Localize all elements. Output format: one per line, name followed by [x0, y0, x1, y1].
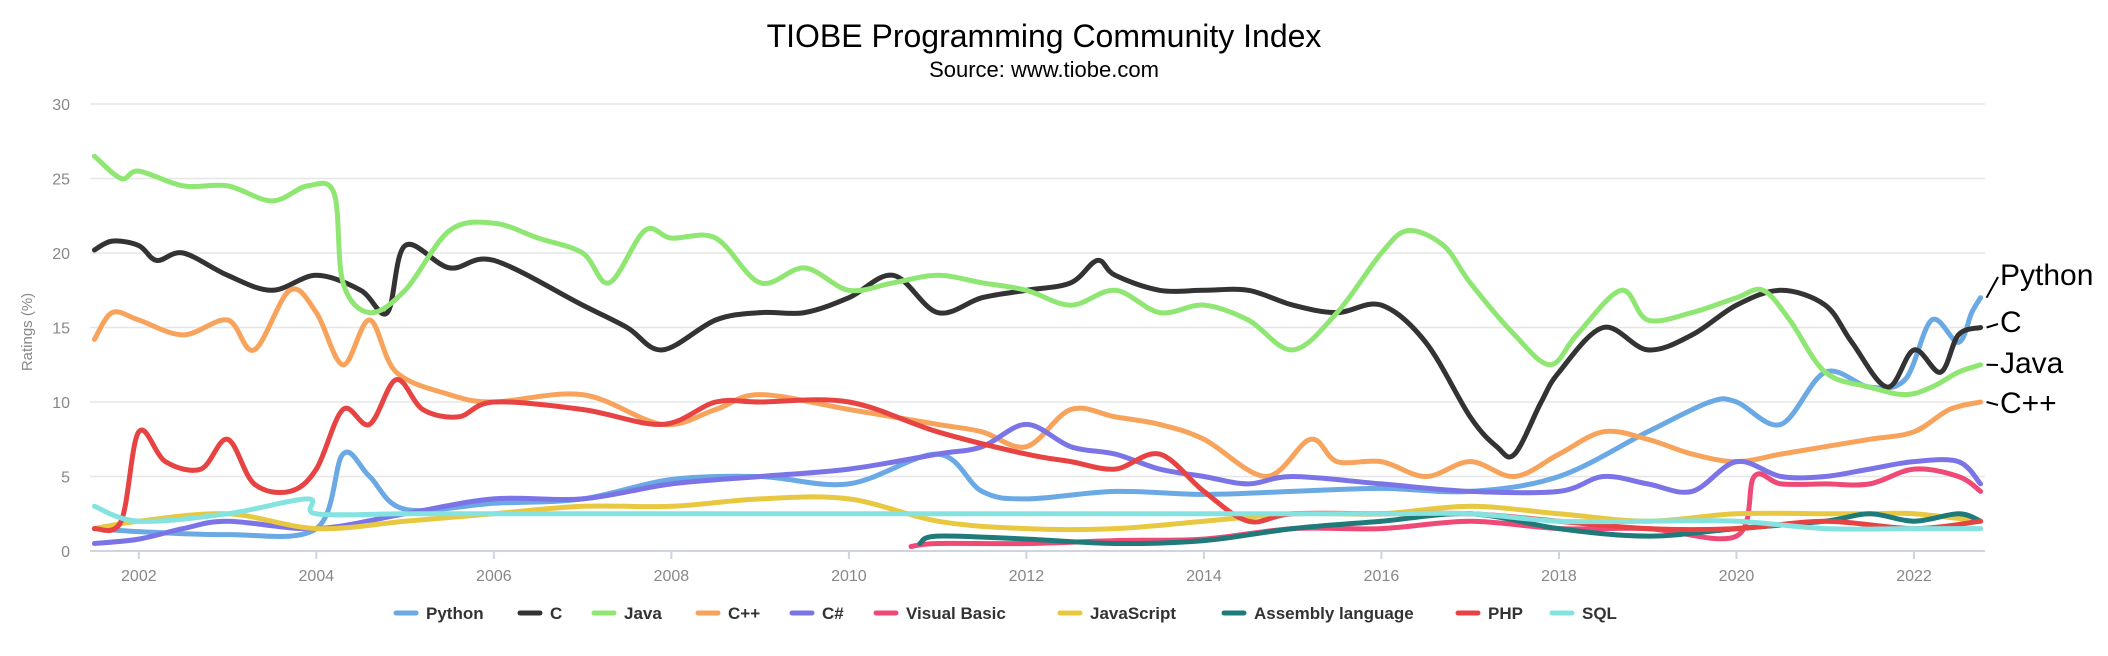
legend-label: C++ — [728, 604, 760, 623]
x-tick-label: 2002 — [121, 568, 157, 585]
legend-label: JavaScript — [1090, 604, 1176, 623]
series-line-python — [91, 295, 1984, 539]
label-leader-line — [1986, 323, 1999, 329]
x-tick-label: 2006 — [476, 568, 512, 585]
legend-item[interactable]: Assembly language — [1221, 604, 1414, 623]
x-tick-label: 2004 — [299, 568, 335, 585]
label-leader-line — [1986, 401, 1999, 406]
y-axis-ticks: 0 5 10 15 20 25 30 — [52, 97, 70, 561]
series-line-c — [91, 238, 1984, 460]
y-tick-label: 15 — [52, 321, 70, 338]
y-tick-label: 25 — [52, 172, 70, 189]
legend-item[interactable]: C++ — [695, 604, 760, 623]
series-lines — [91, 153, 1984, 549]
x-tick-label: 2018 — [1541, 568, 1577, 585]
series-line-c- — [91, 286, 1984, 479]
legend-label: Assembly language — [1254, 604, 1414, 623]
end-label-c: C — [2000, 306, 2022, 339]
end-labels: Python C Java C++ — [1985, 259, 2093, 420]
legend-item[interactable]: C — [517, 604, 562, 623]
legend-item[interactable]: JavaScript — [1057, 604, 1176, 623]
y-tick-label: 30 — [52, 97, 70, 114]
end-label-python: Python — [2000, 259, 2093, 292]
x-tick-label: 2016 — [1364, 568, 1400, 585]
x-tick-label: 2020 — [1719, 568, 1755, 585]
end-label-java: Java — [2000, 347, 2064, 380]
legend-item[interactable]: Python — [393, 604, 484, 623]
legend-item[interactable]: C# — [789, 604, 844, 623]
series-line-javascript — [91, 494, 1984, 533]
x-tick-label: 2010 — [831, 568, 867, 585]
legend-item[interactable]: PHP — [1455, 604, 1523, 623]
end-label-c-: C++ — [2000, 387, 2057, 420]
series-line-java — [91, 153, 1984, 398]
y-tick-label: 20 — [52, 246, 70, 263]
x-axis-ticks: 2002 2004 2006 2008 2010 2012 2014 2016 2018 2020… — [121, 551, 1932, 585]
chart-title: TIOBE Programming Community Index — [767, 18, 1322, 54]
y-tick-label: 10 — [52, 395, 70, 412]
legend-label: Visual Basic — [906, 604, 1006, 623]
legend-item[interactable]: Java — [591, 604, 662, 623]
x-tick-label: 2012 — [1009, 568, 1045, 585]
legend-label: Python — [426, 604, 484, 623]
legend: Python C Java C++ C# Visual Basic JavaScript As… — [393, 604, 1617, 623]
x-tick-label: 2014 — [1186, 568, 1222, 585]
legend-label: SQL — [1582, 604, 1617, 623]
legend-label: C — [550, 604, 562, 623]
legend-item[interactable]: SQL — [1549, 604, 1617, 623]
y-tick-label: 5 — [61, 470, 70, 487]
label-leader-line — [1985, 276, 1999, 299]
legend-item[interactable]: Visual Basic — [873, 604, 1006, 623]
y-axis-label: Ratings (%) — [19, 293, 36, 371]
x-tick-label: 2022 — [1896, 568, 1932, 585]
legend-label: C# — [822, 604, 844, 623]
gridlines — [90, 103, 1985, 552]
y-tick-label: 0 — [61, 544, 70, 561]
legend-label: Java — [624, 604, 662, 623]
series-line-sql — [91, 496, 1984, 532]
x-tick-label: 2008 — [654, 568, 690, 585]
legend-label: PHP — [1488, 604, 1523, 623]
chart-subtitle: Source: www.tiobe.com — [929, 57, 1159, 82]
